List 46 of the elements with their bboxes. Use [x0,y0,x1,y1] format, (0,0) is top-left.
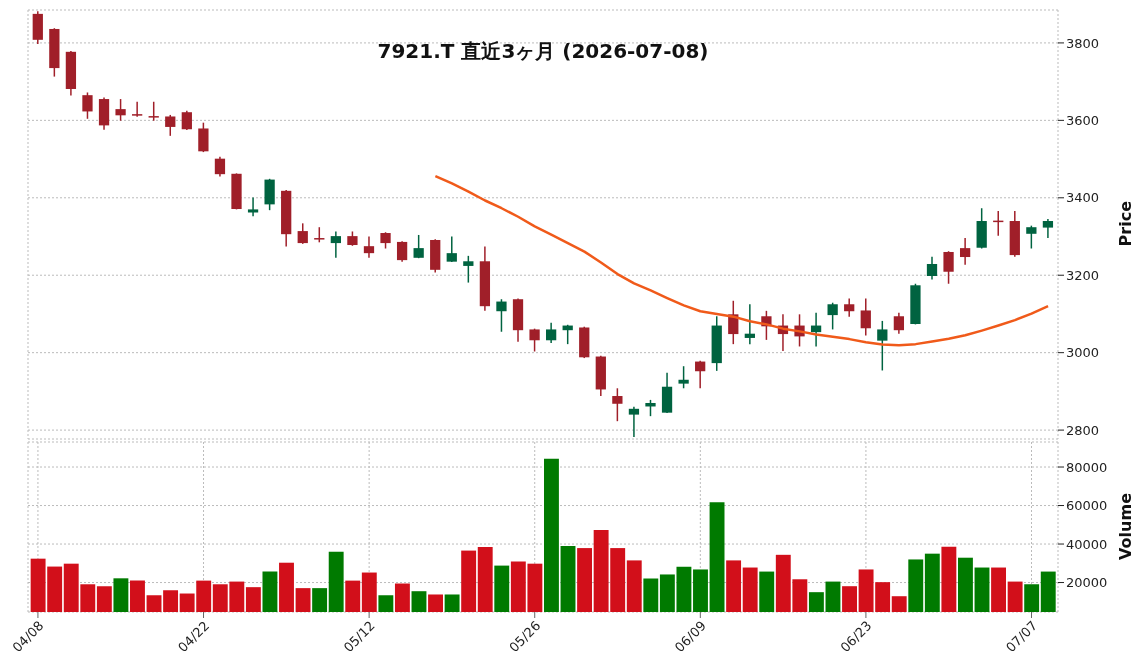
candlestick [926,255,938,281]
candlestick [496,298,507,333]
candlestick [396,240,408,263]
candlestick [148,101,159,122]
candlestick [165,114,176,137]
candlestick [181,109,192,131]
candlestick [628,406,640,438]
candlestick [330,230,341,259]
candlestick [744,303,755,345]
candlestick [115,98,126,122]
y-tick-label: 2800 [1066,422,1100,438]
y-axis-title: Volume [1116,492,1136,560]
y-tick-label: 3800 [1066,35,1100,51]
candlestick [446,235,457,263]
y-tick-label: 3400 [1066,190,1100,206]
candlestick [678,365,689,390]
candlestick [893,312,905,335]
y-tick-label: 3000 [1066,345,1100,361]
y-tick-label: 3200 [1066,267,1100,283]
y-tick-label: 40000 [1066,536,1108,552]
candlestick [1042,218,1054,239]
candlestick [247,196,259,218]
y-tick-label: 20000 [1066,575,1108,591]
text: 7921.T 直近3ヶ月 (2026-07-08) [376,38,710,65]
y-tick-label: 3600 [1066,112,1100,128]
line-series [434,174,1050,347]
candlestick [546,322,557,344]
candlestick [463,255,474,284]
candlestick [82,91,93,120]
y-tick-label: 80000 [1066,459,1108,475]
candlestick [1026,224,1037,250]
candlestick [612,387,623,422]
candlestick [132,101,143,118]
candlestick [860,297,871,337]
y-tick-label: 60000 [1066,498,1108,514]
candlestick [827,301,838,331]
candlestick [943,250,954,285]
candlestick [844,297,855,318]
candlestick [363,235,375,259]
y-axis-title: Price [1116,201,1136,247]
candlestick [695,360,706,390]
candlestick [214,155,226,178]
candlestick [297,222,308,245]
candlestick [198,121,209,153]
candlestick [877,320,888,372]
candlestick [959,237,971,266]
